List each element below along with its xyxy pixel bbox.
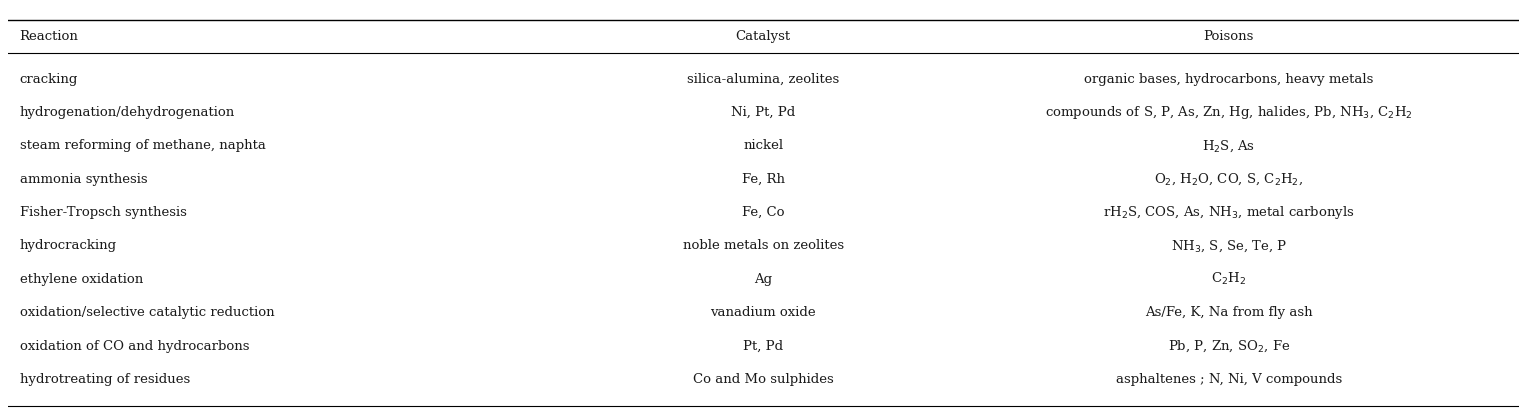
- Text: cracking: cracking: [20, 73, 78, 85]
- Text: noble metals on zeolites: noble metals on zeolites: [683, 240, 843, 252]
- Text: silica-alumina, zeolites: silica-alumina, zeolites: [686, 73, 840, 85]
- Text: Poisons: Poisons: [1204, 30, 1254, 43]
- Text: nickel: nickel: [743, 139, 784, 152]
- Text: C$_2$H$_2$: C$_2$H$_2$: [1212, 271, 1247, 287]
- Text: NH$_3$, S, Se, Te, P: NH$_3$, S, Se, Te, P: [1170, 238, 1288, 254]
- Text: Fisher-Tropsch synthesis: Fisher-Tropsch synthesis: [20, 206, 187, 219]
- Text: Pb, P, Zn, SO$_2$, Fe: Pb, P, Zn, SO$_2$, Fe: [1167, 338, 1291, 354]
- Text: asphaltenes ; N, Ni, V compounds: asphaltenes ; N, Ni, V compounds: [1116, 373, 1342, 386]
- Text: H$_2$S, As: H$_2$S, As: [1202, 138, 1256, 154]
- Text: Reaction: Reaction: [20, 30, 79, 43]
- Text: rH$_2$S, COS, As, NH$_3$, metal carbonyls: rH$_2$S, COS, As, NH$_3$, metal carbonyl…: [1103, 204, 1355, 221]
- Text: ethylene oxidation: ethylene oxidation: [20, 273, 143, 286]
- Text: hydrotreating of residues: hydrotreating of residues: [20, 373, 190, 386]
- Text: hydrogenation/dehydrogenation: hydrogenation/dehydrogenation: [20, 106, 234, 119]
- Text: compounds of S, P, As, Zn, Hg, halides, Pb, NH$_3$, C$_2$H$_2$: compounds of S, P, As, Zn, Hg, halides, …: [1046, 104, 1412, 121]
- Text: O$_2$, H$_2$O, CO, S, C$_2$H$_2$,: O$_2$, H$_2$O, CO, S, C$_2$H$_2$,: [1154, 171, 1303, 187]
- Text: vanadium oxide: vanadium oxide: [711, 306, 816, 319]
- Text: Fe, Co: Fe, Co: [743, 206, 784, 219]
- Text: Ag: Ag: [755, 273, 772, 286]
- Text: hydrocracking: hydrocracking: [20, 240, 117, 252]
- Text: Ni, Pt, Pd: Ni, Pt, Pd: [731, 106, 796, 119]
- Text: Co and Mo sulphides: Co and Mo sulphides: [693, 373, 834, 386]
- Text: Catalyst: Catalyst: [735, 30, 791, 43]
- Text: ammonia synthesis: ammonia synthesis: [20, 173, 148, 186]
- Text: As/Fe, K, Na from fly ash: As/Fe, K, Na from fly ash: [1145, 306, 1312, 319]
- Text: oxidation of CO and hydrocarbons: oxidation of CO and hydrocarbons: [20, 339, 250, 353]
- Text: Fe, Rh: Fe, Rh: [741, 173, 785, 186]
- Text: organic bases, hydrocarbons, heavy metals: organic bases, hydrocarbons, heavy metal…: [1084, 73, 1373, 85]
- Text: Pt, Pd: Pt, Pd: [743, 339, 784, 353]
- Text: oxidation/selective catalytic reduction: oxidation/selective catalytic reduction: [20, 306, 274, 319]
- Text: steam reforming of methane, naphta: steam reforming of methane, naphta: [20, 139, 265, 152]
